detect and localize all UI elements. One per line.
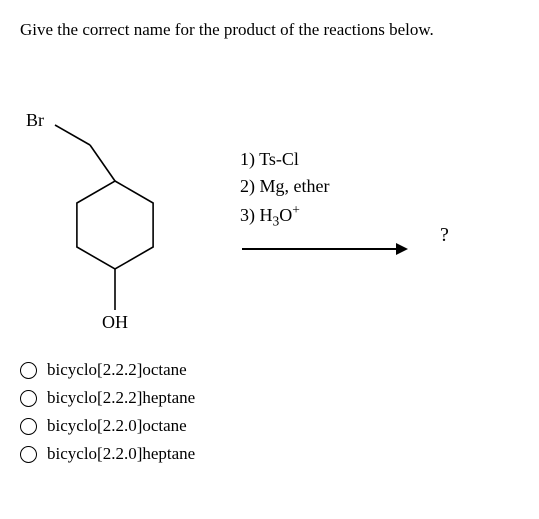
product-placeholder: ? xyxy=(440,224,449,247)
reaction-diagram: Br OH 1) Ts-Cl 2) Mg, ether 3) H3O+ ? xyxy=(20,80,519,330)
radio-icon[interactable] xyxy=(20,362,37,379)
option-label: bicyclo[2.2.0]heptane xyxy=(47,444,195,464)
radio-icon[interactable] xyxy=(20,446,37,463)
reagents-list: 1) Ts-Cl 2) Mg, ether 3) H3O+ xyxy=(240,146,410,232)
option-label: bicyclo[2.2.2]heptane xyxy=(47,388,195,408)
option-1[interactable]: bicyclo[2.2.2]octane xyxy=(20,360,519,380)
answer-options: bicyclo[2.2.2]octane bicyclo[2.2.2]hepta… xyxy=(20,360,519,464)
option-label: bicyclo[2.2.0]octane xyxy=(47,416,187,436)
reagents-and-arrow: 1) Ts-Cl 2) Mg, ether 3) H3O+ xyxy=(240,146,410,265)
radio-icon[interactable] xyxy=(20,418,37,435)
oh-label: OH xyxy=(102,312,128,332)
option-4[interactable]: bicyclo[2.2.0]heptane xyxy=(20,444,519,464)
reagent-2: 2) Mg, ether xyxy=(240,173,410,200)
reagent-3: 3) H3O+ xyxy=(240,200,410,232)
reaction-arrow xyxy=(240,239,410,264)
reagent-3-prefix: 3) H xyxy=(240,205,273,225)
br-label: Br xyxy=(26,110,44,130)
reagent-3-sup: + xyxy=(292,202,300,217)
radio-icon[interactable] xyxy=(20,390,37,407)
reactant-structure: Br OH xyxy=(20,80,220,330)
question-text: Give the correct name for the product of… xyxy=(20,20,519,40)
option-2[interactable]: bicyclo[2.2.2]heptane xyxy=(20,388,519,408)
option-3[interactable]: bicyclo[2.2.0]octane xyxy=(20,416,519,436)
option-label: bicyclo[2.2.2]octane xyxy=(47,360,187,380)
molecule-svg: Br OH xyxy=(20,80,220,340)
reagent-1: 1) Ts-Cl xyxy=(240,146,410,173)
reagent-3-mid: O xyxy=(279,205,292,225)
